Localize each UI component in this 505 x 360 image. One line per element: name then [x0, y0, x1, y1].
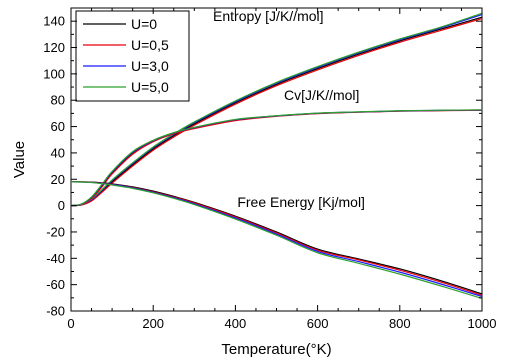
y-tick-label: -40: [46, 251, 65, 266]
legend-box: [75, 10, 190, 102]
legend-label: U=3,0: [131, 58, 169, 74]
series-line-entropy-u-5-0: [70, 12, 483, 207]
y-tick-label: 140: [43, 14, 65, 29]
legend-label: U=0,5: [131, 37, 169, 53]
x-tick-label: 0: [67, 316, 74, 331]
x-tick-label: 400: [225, 316, 247, 331]
y-tick-label: 120: [43, 40, 65, 55]
y-tick-label: -80: [46, 304, 65, 319]
x-tick-label: 800: [389, 316, 411, 331]
x-axis-title: Temperature(°K): [221, 341, 331, 358]
y-tick-label: 20: [51, 172, 65, 187]
plot-area: Entropy [J/K//mol] Cv[J/K//mol] Free Energ…: [70, 7, 483, 312]
y-tick-label: 60: [51, 119, 65, 134]
legend-label: U=5,0: [131, 79, 169, 95]
legend: U=0 U=0,5 U=3,0 U=5,0: [75, 10, 190, 102]
annotation-layer: Entropy [J/K//mol] Cv[J/K//mol] Free Energ…: [213, 8, 365, 210]
curve-annotation: Entropy [J/K//mol]: [213, 8, 323, 24]
series-line-free-energy-u-5-0: [70, 181, 483, 300]
x-tick-label: 200: [142, 316, 164, 331]
y-tick-label: -20: [46, 224, 65, 239]
y-tick-label: 80: [51, 93, 65, 108]
series-line-cv-u-0: [70, 109, 483, 207]
y-tick-label: 40: [51, 145, 65, 160]
x-tick-label: 600: [307, 316, 329, 331]
series-layer: [70, 12, 483, 300]
x-axis: 0 200 400 600 800 1000: [67, 8, 496, 331]
y-tick-label: 0: [58, 198, 65, 213]
y-axis-title: Value: [11, 141, 28, 178]
y-tick-label: -60: [46, 277, 65, 292]
series-line-cv-u-5-0: [70, 109, 483, 207]
legend-label: U=0: [131, 16, 157, 32]
curve-annotation: Free Energy [Kj/mol]: [237, 194, 365, 210]
y-tick-label: 100: [43, 66, 65, 81]
y-axis: -80 -60 -40 -20 0 20 40 60 80 100 120 140: [43, 7, 482, 319]
series-line-cv-u-3-0: [70, 109, 483, 207]
curve-annotation: Cv[J/K//mol]: [284, 87, 359, 103]
x-tick-label: 1000: [468, 316, 497, 331]
series-line-cv-u-0-5: [70, 109, 483, 207]
